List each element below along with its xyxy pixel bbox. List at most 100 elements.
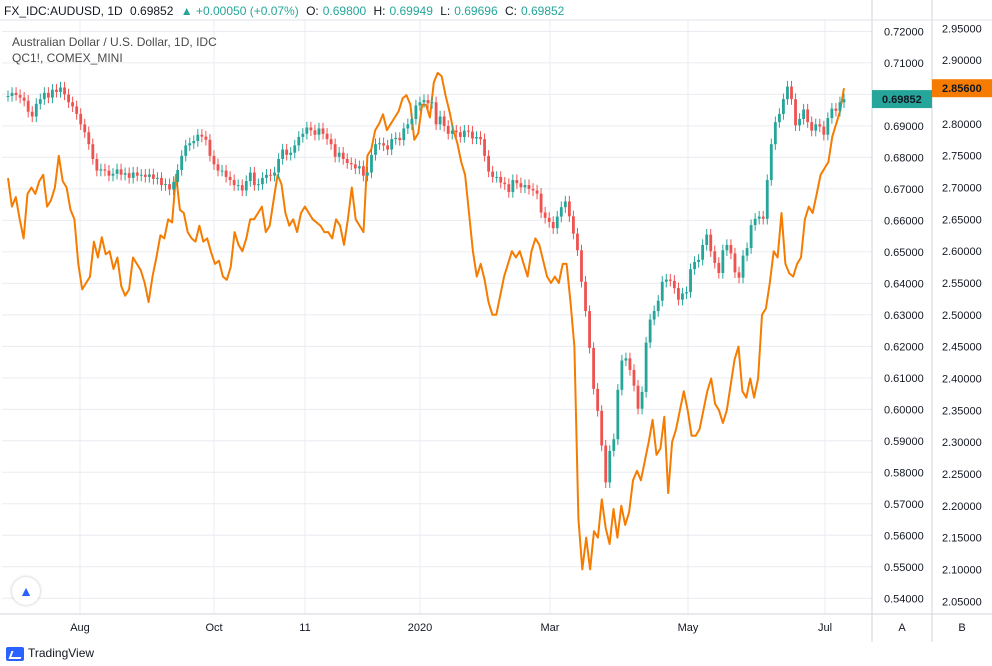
left-tick-label: 0.60000 bbox=[884, 404, 924, 416]
candle-body bbox=[519, 183, 523, 188]
candle-body bbox=[761, 216, 765, 219]
candle-body bbox=[842, 99, 846, 103]
overlay-title: QC1!, COMEX_MINI bbox=[12, 51, 123, 65]
last-price-label: 0.69852 bbox=[882, 94, 922, 106]
candle-body bbox=[220, 170, 224, 172]
candle-body bbox=[224, 170, 228, 177]
candle-body bbox=[693, 261, 696, 270]
candle-body bbox=[475, 136, 478, 139]
candle-body bbox=[656, 300, 660, 312]
candle-body bbox=[297, 136, 301, 146]
candle-body bbox=[10, 92, 14, 96]
chart-logo-icon[interactable]: ▲ bbox=[12, 577, 40, 605]
candle-body bbox=[317, 128, 321, 135]
candle-body bbox=[414, 105, 418, 119]
candle-body bbox=[361, 166, 365, 176]
symbol-header: FX_IDC:AUDUSD, 1D 0.69852 ▲ +0.00050 (+0… bbox=[4, 2, 568, 20]
candle-body bbox=[6, 96, 10, 97]
candle-body bbox=[547, 217, 551, 222]
brand-name: TradingView bbox=[28, 646, 95, 660]
candle-body bbox=[67, 94, 70, 103]
candle-body bbox=[265, 174, 268, 178]
last-price-tag bbox=[872, 90, 932, 109]
candle-body bbox=[18, 95, 22, 98]
candle-body bbox=[426, 100, 430, 104]
tradingview-logo[interactable]: TradingView bbox=[6, 646, 94, 661]
candle-body bbox=[83, 124, 87, 133]
candle-body bbox=[632, 369, 636, 386]
left-tick-label: 0.71000 bbox=[884, 58, 924, 70]
candle-body bbox=[794, 99, 797, 126]
candle-body bbox=[345, 158, 349, 164]
candle-body bbox=[107, 170, 111, 176]
candle-body bbox=[769, 144, 773, 181]
candle-body bbox=[329, 139, 333, 145]
candle-body bbox=[462, 130, 466, 137]
right-tick-label: 2.15000 bbox=[942, 533, 982, 545]
candle-body bbox=[147, 174, 151, 177]
candle-body bbox=[450, 130, 454, 134]
open-value: 0.69800 bbox=[322, 4, 367, 18]
left-tick-label: 0.67000 bbox=[884, 184, 924, 196]
left-tick-label: 0.68000 bbox=[884, 152, 924, 164]
right-tick-label: 2.65000 bbox=[942, 214, 982, 226]
candle-body bbox=[733, 253, 737, 273]
candle-body bbox=[127, 173, 131, 178]
candle-body bbox=[584, 281, 587, 312]
candle-body bbox=[180, 155, 184, 170]
x-tick-label: Oct bbox=[205, 622, 222, 634]
candle-body bbox=[798, 118, 801, 126]
candle-body bbox=[559, 207, 563, 217]
candle-body bbox=[741, 255, 745, 278]
candle-body bbox=[555, 216, 559, 229]
left-price-axis: 0.720000.710000.700000.690000.680000.670… bbox=[872, 26, 932, 605]
candle-body bbox=[325, 133, 329, 140]
candle-body bbox=[422, 100, 426, 103]
price-chart[interactable]: A B 0.720000.710000.700000.690000.680000.… bbox=[0, 0, 992, 642]
candle-body bbox=[240, 185, 244, 191]
candle-body bbox=[830, 108, 834, 119]
candle-body bbox=[588, 311, 591, 348]
x-tick-label: Mar bbox=[541, 622, 560, 634]
candle-body bbox=[281, 149, 285, 159]
candle-body bbox=[398, 137, 402, 141]
low-value: 0.69696 bbox=[454, 4, 498, 18]
left-tick-label: 0.55000 bbox=[884, 562, 924, 574]
candle-body bbox=[394, 137, 398, 140]
candle-body bbox=[826, 118, 830, 135]
candle-body bbox=[293, 145, 297, 153]
left-tick-label: 0.59000 bbox=[884, 436, 924, 448]
candle-series bbox=[6, 80, 846, 489]
candle-body bbox=[782, 99, 785, 114]
candle-body bbox=[406, 124, 410, 129]
right-tick-label: 2.50000 bbox=[942, 310, 982, 322]
candle-body bbox=[79, 113, 83, 125]
candle-body bbox=[115, 169, 119, 174]
candle-body bbox=[75, 106, 79, 114]
symbol-name[interactable]: FX_IDC:AUDUSD, 1D bbox=[4, 4, 123, 18]
candle-body bbox=[402, 128, 406, 141]
candle-body bbox=[378, 143, 381, 145]
axis-a-button[interactable]: A bbox=[898, 622, 906, 634]
right-tick-label: 2.05000 bbox=[942, 596, 982, 608]
open-label: O: bbox=[306, 4, 319, 18]
candle-body bbox=[753, 218, 757, 226]
candle-body bbox=[616, 389, 620, 440]
candle-body bbox=[644, 342, 648, 392]
candle-body bbox=[745, 248, 749, 256]
candle-body bbox=[131, 172, 135, 178]
left-tick-label: 0.65000 bbox=[884, 247, 924, 259]
candle-body bbox=[773, 122, 777, 145]
candle-body bbox=[176, 170, 180, 182]
left-tick-label: 0.64000 bbox=[884, 278, 924, 290]
candle-body bbox=[749, 225, 753, 249]
candle-body bbox=[14, 92, 18, 96]
left-tick-label: 0.56000 bbox=[884, 530, 924, 542]
candle-body bbox=[305, 127, 309, 134]
axis-b-button[interactable]: B bbox=[958, 622, 965, 634]
candle-body bbox=[252, 172, 256, 186]
candle-body bbox=[777, 113, 781, 123]
candle-body bbox=[184, 145, 188, 156]
candle-body bbox=[172, 181, 175, 190]
right-tick-label: 2.10000 bbox=[942, 564, 982, 576]
